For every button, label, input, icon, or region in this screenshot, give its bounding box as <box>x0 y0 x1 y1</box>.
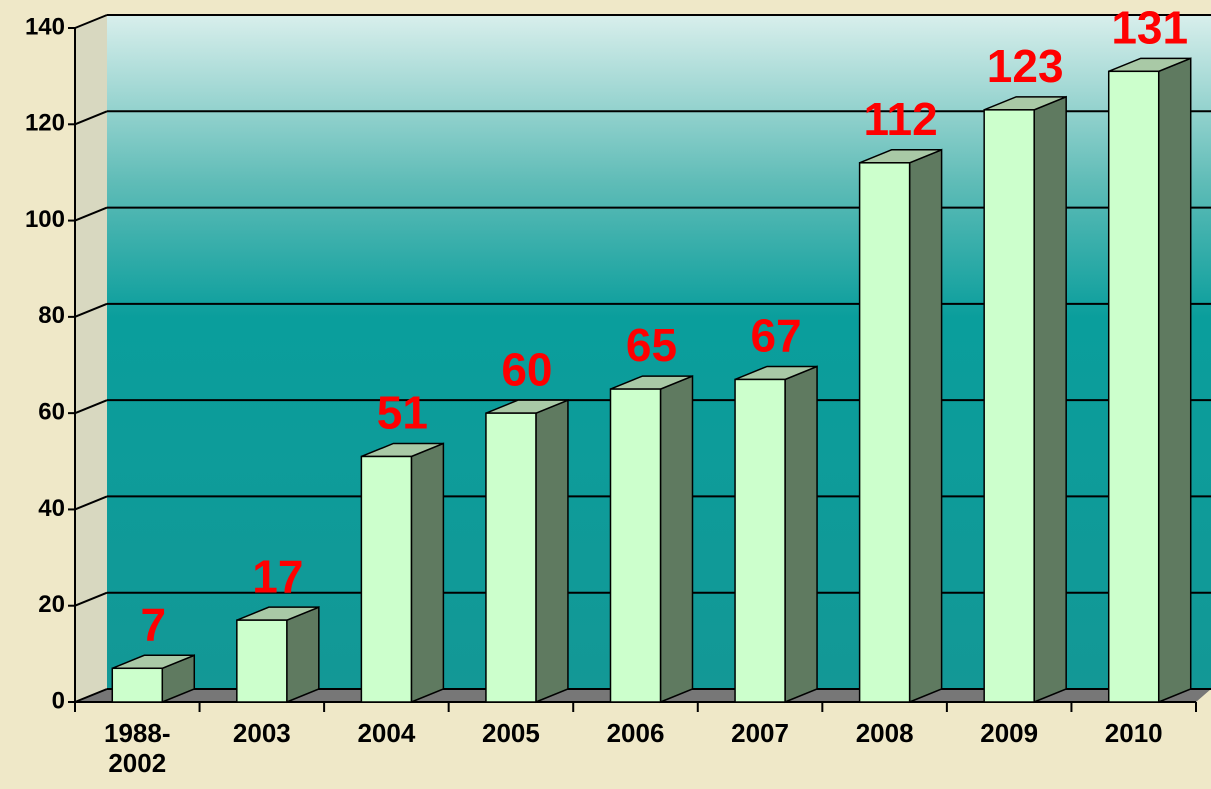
bar <box>237 620 287 702</box>
bar <box>486 413 536 702</box>
bar-side <box>785 366 817 702</box>
y-tick-label: 0 <box>52 687 65 714</box>
y-tick-label: 80 <box>38 302 65 329</box>
value-label: 65 <box>626 319 677 371</box>
bar-side <box>411 443 443 702</box>
bar <box>361 456 411 702</box>
bar-side <box>661 376 693 702</box>
x-tick-label: 1988-2002 <box>102 718 172 778</box>
value-label: 123 <box>987 40 1064 92</box>
bar <box>984 110 1034 702</box>
y-tick-label: 40 <box>38 495 65 522</box>
y-tick-label: 140 <box>25 13 65 40</box>
x-tick-label: 2005 <box>476 718 546 748</box>
bar-side <box>1034 97 1066 702</box>
bar-side <box>1159 58 1191 702</box>
x-tick-label: 2009 <box>974 718 1044 748</box>
x-tick-label: 2007 <box>725 718 795 748</box>
x-tick-label: 2004 <box>351 718 421 748</box>
x-tick-label: 2010 <box>1099 718 1169 748</box>
page: 02040608010012014071751606567112123131 (… <box>0 0 1211 789</box>
bar <box>860 163 910 702</box>
x-tick-label: 2008 <box>850 718 920 748</box>
chart: 0 20 40 60 80 100 120 140 7 17 51 60 65 67 112 123 131 <box>0 0 1211 789</box>
x-tick-label: 2006 <box>601 718 671 748</box>
y-tick-label: 60 <box>38 398 65 425</box>
bar <box>112 668 162 702</box>
value-label: 7 <box>140 598 166 650</box>
value-label: 17 <box>252 550 303 602</box>
bar <box>611 389 661 702</box>
y-tick-label: 120 <box>25 110 65 137</box>
y-tick-label: 100 <box>25 206 65 233</box>
bar <box>735 379 785 702</box>
value-label: 131 <box>1111 1 1188 53</box>
bar <box>1109 71 1159 702</box>
value-label: 51 <box>377 387 428 439</box>
y-tick-label: 20 <box>38 591 65 618</box>
bar-side <box>910 150 942 702</box>
value-label: 112 <box>864 93 938 145</box>
bar-side <box>536 400 568 702</box>
bar-side <box>287 607 319 702</box>
value-label: 67 <box>750 310 801 362</box>
x-tick-label: 2003 <box>227 718 297 748</box>
value-label: 60 <box>501 343 552 395</box>
